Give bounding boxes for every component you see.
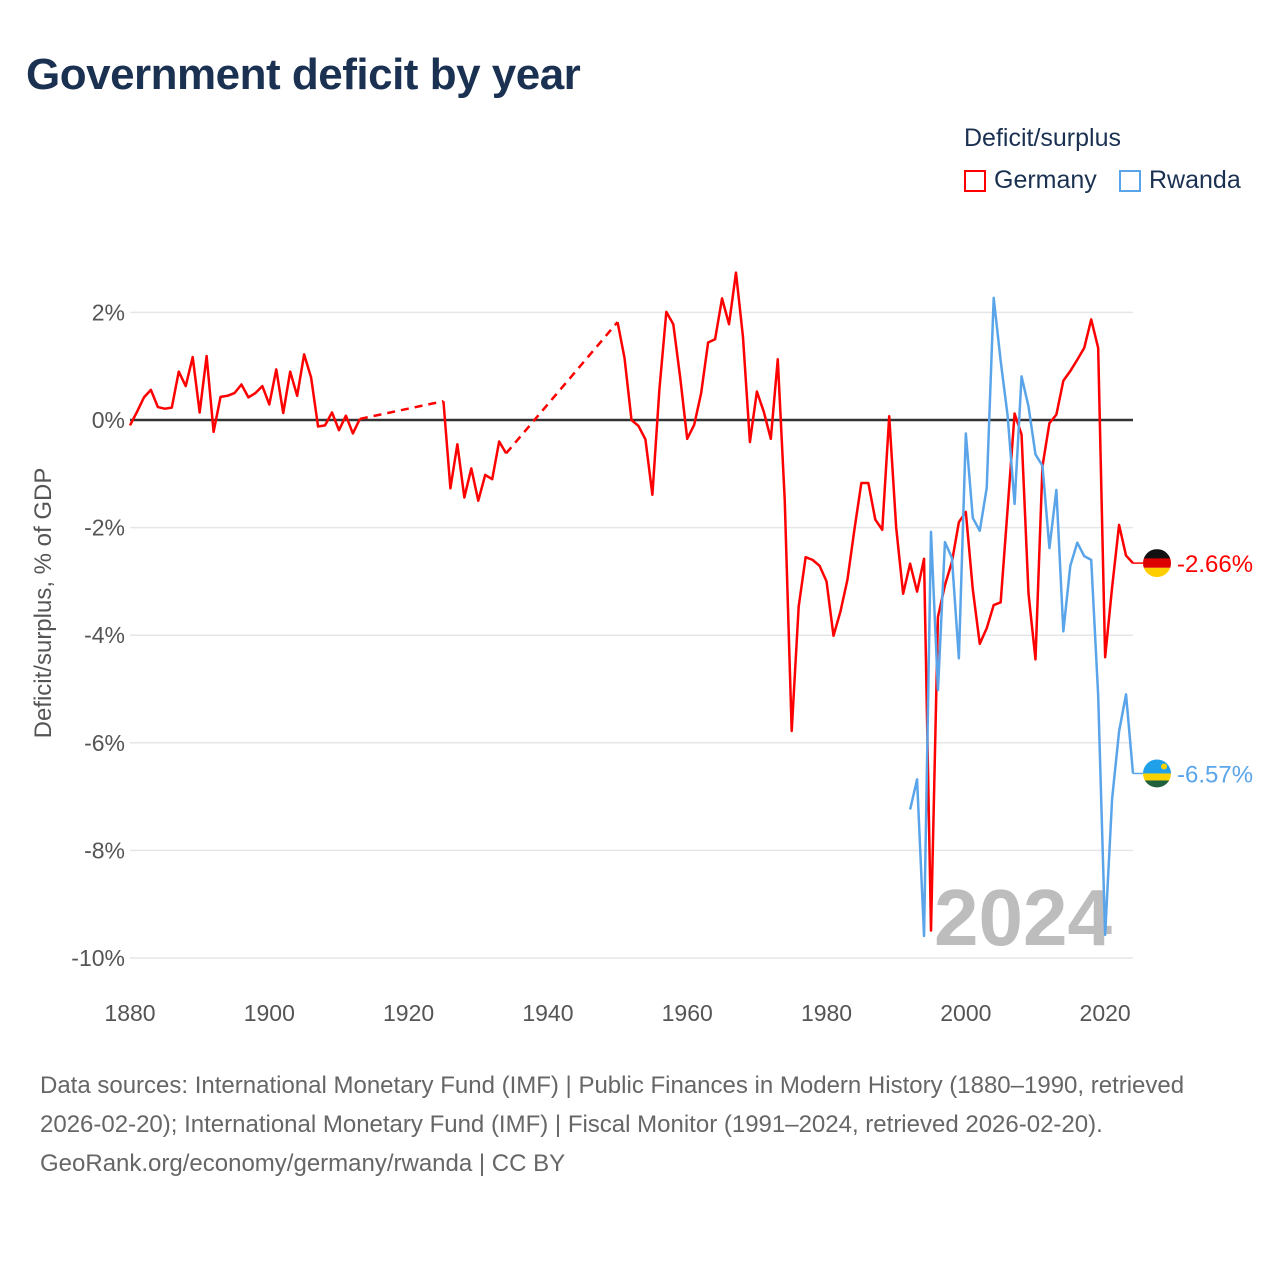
- y-axis-ticks: 2% 0% -2% -4% -6% -8% -10%: [71, 299, 125, 971]
- y-tick-label: 2%: [92, 299, 125, 325]
- rwanda-flag-icon: [1143, 759, 1171, 788]
- gridlines: [130, 311, 1133, 959]
- y-tick-label: -2%: [84, 515, 125, 541]
- y-tick-label: -10%: [71, 945, 125, 971]
- x-tick-label: 1940: [522, 1000, 573, 1026]
- x-tick-label: 2020: [1080, 1000, 1131, 1026]
- x-tick-label: 1920: [383, 1000, 434, 1026]
- gap-connector: [359, 399, 444, 421]
- line-segment: [616, 271, 1134, 932]
- y-tick-label: -4%: [84, 622, 125, 648]
- germany-flag-icon: [1143, 549, 1171, 578]
- data-sources: Data sources: International Monetary Fun…: [40, 1072, 1185, 1138]
- chart-title: Government deficit by year: [26, 50, 581, 99]
- x-tick-label: 2000: [940, 1000, 991, 1026]
- line-segment: [128, 353, 361, 435]
- x-tick-label: 1960: [662, 1000, 713, 1026]
- legend-title: Deficit/surplus: [964, 124, 1121, 152]
- line-segment: [908, 296, 1135, 938]
- year-watermark: 2024: [934, 873, 1112, 962]
- y-tick-label: -8%: [84, 837, 125, 863]
- y-tick-label: -6%: [84, 730, 125, 756]
- series-lines: [128, 271, 1143, 938]
- x-tick-label: 1880: [104, 1000, 155, 1026]
- legend-label-rwanda: Rwanda: [1149, 166, 1241, 194]
- legend-item-germany[interactable]: Germany: [964, 166, 1097, 195]
- y-axis-title: Deficit/surplus, % of GDP: [30, 468, 57, 739]
- legend-label-germany: Germany: [994, 166, 1097, 194]
- line-segment: [442, 401, 508, 502]
- x-tick-label: 1980: [801, 1000, 852, 1026]
- germany-end-label: -2.66%: [1177, 551, 1253, 578]
- gap-connector: [505, 321, 619, 455]
- end-markers: -2.66% -6.57%: [1143, 549, 1253, 788]
- credit-link[interactable]: GeoRank.org/economy/germany/rwanda | CC …: [40, 1150, 566, 1177]
- series-rwanda: [908, 296, 1143, 938]
- legend-swatch-germany: [964, 169, 986, 192]
- series-germany: [128, 271, 1143, 932]
- x-axis-ticks: 1880 1900 1920 1940 1960 1980 2000 2020: [104, 1000, 1130, 1026]
- legend-item-rwanda[interactable]: Rwanda: [1119, 166, 1241, 195]
- footer: Data sources: International Monetary Fun…: [40, 1066, 1250, 1183]
- rwanda-end-label: -6.57%: [1177, 761, 1253, 788]
- x-tick-label: 1900: [244, 1000, 295, 1026]
- y-tick-label: 0%: [92, 407, 125, 433]
- legend-swatch-rwanda: [1119, 169, 1141, 192]
